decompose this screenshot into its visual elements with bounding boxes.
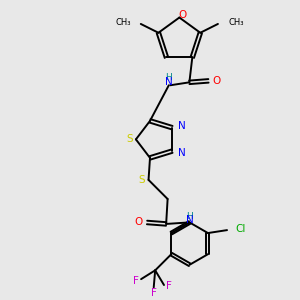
- Text: N: N: [178, 121, 186, 131]
- Text: F: F: [133, 276, 139, 286]
- Text: O: O: [135, 218, 143, 227]
- Text: F: F: [166, 281, 172, 292]
- Text: H: H: [186, 212, 193, 220]
- Text: O: O: [179, 10, 187, 20]
- Text: N: N: [165, 77, 173, 87]
- Text: N: N: [178, 148, 186, 158]
- Text: CH₃: CH₃: [115, 18, 130, 27]
- Text: H: H: [165, 74, 172, 82]
- Text: S: S: [139, 175, 146, 185]
- Text: N: N: [186, 215, 194, 225]
- Text: S: S: [126, 134, 133, 144]
- Text: F: F: [151, 288, 157, 298]
- Text: O: O: [212, 76, 221, 86]
- Text: CH₃: CH₃: [228, 18, 244, 27]
- Text: Cl: Cl: [235, 224, 246, 234]
